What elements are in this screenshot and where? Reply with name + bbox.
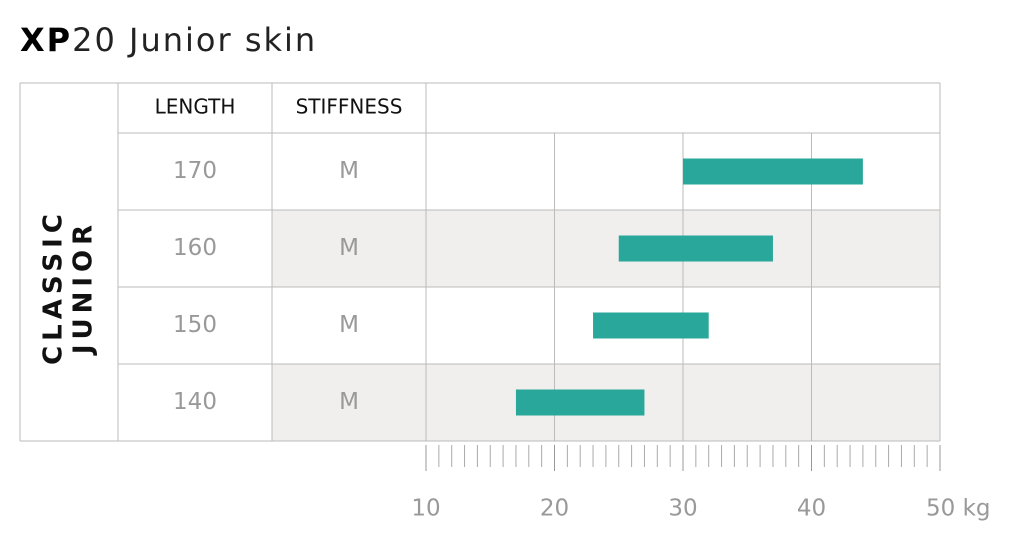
range-bar xyxy=(683,158,863,185)
range-bar xyxy=(593,312,709,339)
x-tick-label: 20 xyxy=(540,496,569,522)
length-label: 150 xyxy=(173,312,217,338)
stiffness-label: M xyxy=(339,158,359,184)
x-tick-label: 50 kg xyxy=(926,496,991,522)
chart-title: XP20 Junior skin xyxy=(20,21,317,59)
x-tick-label: 40 xyxy=(797,496,826,522)
stiffness-label: M xyxy=(339,389,359,415)
row-shade xyxy=(272,210,940,287)
group-label-line: JUNIOR xyxy=(69,220,99,356)
group-label: CLASSIC JUNIOR xyxy=(39,209,99,365)
length-label: 140 xyxy=(173,389,217,415)
column-header: LENGTH xyxy=(155,95,236,119)
x-tick-label: 30 xyxy=(668,496,697,522)
range-bar xyxy=(618,235,773,262)
range-bar xyxy=(515,389,645,416)
length-label: 170 xyxy=(173,158,217,184)
x-tick-label: 10 xyxy=(411,496,440,522)
title-brand: XP xyxy=(20,21,72,59)
column-header: STIFFNESS xyxy=(296,95,403,119)
stiffness-label: M xyxy=(339,312,359,338)
length-label: 160 xyxy=(173,235,217,261)
stiffness-label: M xyxy=(339,235,359,261)
title-model: 20 Junior skin xyxy=(72,21,317,59)
group-label-line: CLASSIC xyxy=(39,209,69,365)
